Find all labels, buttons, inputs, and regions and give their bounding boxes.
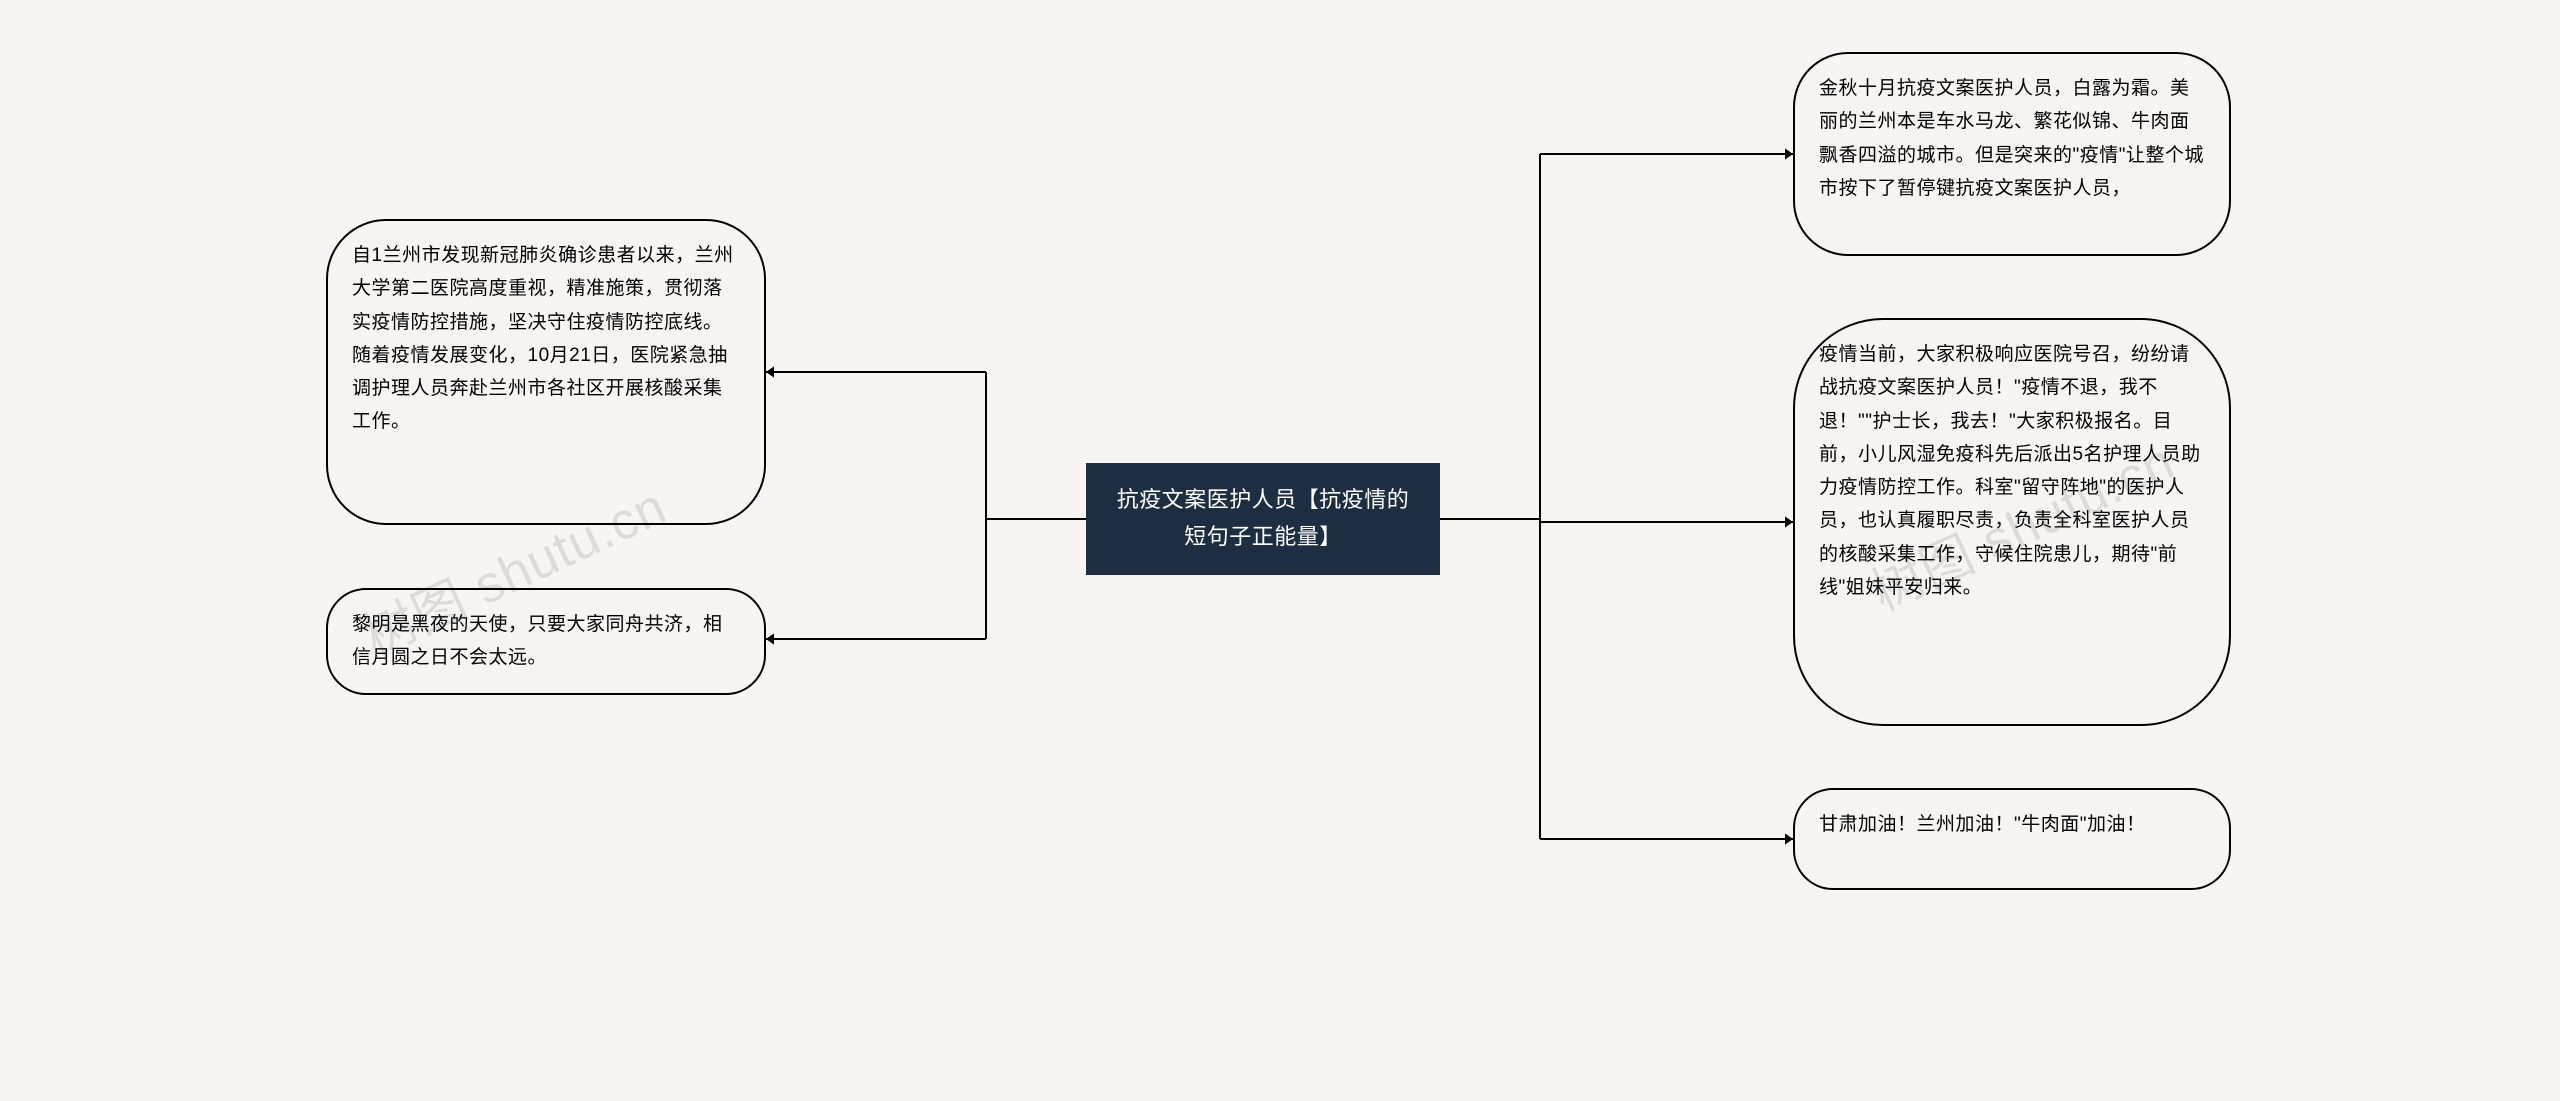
mindmap-canvas: 抗疫文案医护人员【抗疫情的短句子正能量】 自1兰州市发现新冠肺炎确诊患者以来，兰州… xyxy=(0,0,2560,1101)
right-node: 金秋十月抗疫文案医护人员，白露为霜。美丽的兰州本是车水马龙、繁花似锦、牛肉面飘香… xyxy=(1793,52,2231,256)
center-node: 抗疫文案医护人员【抗疫情的短句子正能量】 xyxy=(1086,463,1440,575)
node-text: 黎明是黑夜的天使，只要大家同舟共济，相信月圆之日不会太远。 xyxy=(352,614,723,668)
center-node-label: 抗疫文案医护人员【抗疫情的短句子正能量】 xyxy=(1117,487,1410,549)
right-node: 疫情当前，大家积极响应医院号召，纷纷请战抗疫文案医护人员！"疫情不退，我不退！"… xyxy=(1793,318,2231,726)
right-node: 甘肃加油！兰州加油！"牛肉面"加油！ xyxy=(1793,788,2231,890)
left-node: 自1兰州市发现新冠肺炎确诊患者以来，兰州大学第二医院高度重视，精准施策，贯彻落实… xyxy=(326,219,766,525)
left-node: 黎明是黑夜的天使，只要大家同舟共济，相信月圆之日不会太远。 xyxy=(326,588,766,695)
node-text: 自1兰州市发现新冠肺炎确诊患者以来，兰州大学第二医院高度重视，精准施策，贯彻落实… xyxy=(352,245,734,432)
node-text: 甘肃加油！兰州加油！"牛肉面"加油！ xyxy=(1819,814,2146,835)
node-text: 疫情当前，大家积极响应医院号召，纷纷请战抗疫文案医护人员！"疫情不退，我不退！"… xyxy=(1819,344,2201,598)
node-text: 金秋十月抗疫文案医护人员，白露为霜。美丽的兰州本是车水马龙、繁花似锦、牛肉面飘香… xyxy=(1819,78,2204,199)
